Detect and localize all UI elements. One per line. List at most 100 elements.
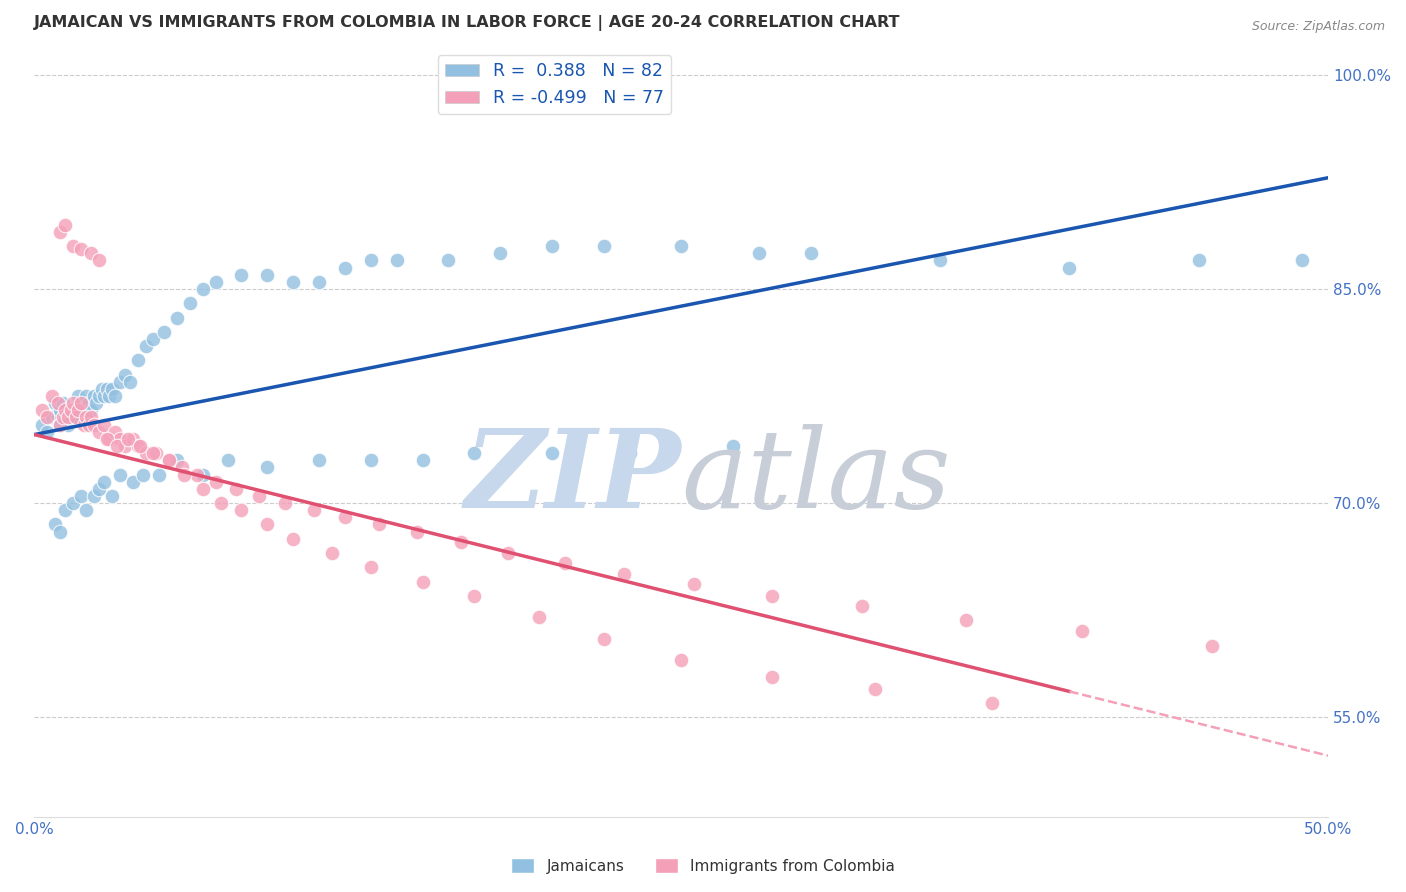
Point (56, 417, 79, 432)
Point (761, 670, 783, 684)
Point (1071, 624, 1094, 639)
Point (249, 489, 271, 503)
Point (302, 503, 325, 517)
Point (179, 296, 201, 310)
Point (225, 482, 247, 496)
Point (412, 453, 434, 467)
Point (683, 577, 706, 591)
Point (83, 389, 105, 403)
Point (72, 417, 94, 432)
Point (231, 503, 253, 517)
Point (80, 403, 103, 417)
Point (166, 453, 188, 467)
Point (121, 432, 143, 446)
Point (204, 275, 226, 289)
Point (62, 396, 84, 410)
Point (31, 403, 53, 417)
Point (49, 417, 72, 432)
Point (70, 242, 93, 256)
Point (46, 410, 69, 425)
Point (120, 375, 142, 389)
Point (114, 439, 136, 453)
Point (800, 246, 823, 260)
Point (77, 396, 100, 410)
Point (541, 239, 564, 253)
Point (98, 389, 121, 403)
Point (62, 239, 84, 253)
Point (496, 546, 519, 560)
Point (463, 589, 485, 603)
Point (1201, 639, 1223, 653)
Point (592, 239, 614, 253)
Point (385, 253, 408, 268)
Point (75, 389, 97, 403)
Point (308, 275, 330, 289)
Point (148, 467, 170, 482)
Point (135, 446, 157, 460)
Point (170, 460, 193, 475)
Point (59, 410, 82, 425)
Point (489, 246, 512, 260)
Point (90, 382, 112, 396)
Point (75, 503, 97, 517)
Point (527, 610, 550, 624)
Point (87, 425, 110, 439)
Point (83, 417, 105, 432)
Point (367, 517, 389, 532)
Point (929, 253, 952, 268)
Point (450, 534, 472, 549)
Point (55, 218, 77, 232)
Point (173, 467, 195, 482)
Point (613, 567, 636, 582)
Point (121, 475, 143, 489)
Point (360, 253, 382, 268)
Point (96, 432, 118, 446)
Point (209, 496, 232, 510)
Legend: Jamaicans, Immigrants from Colombia: Jamaicans, Immigrants from Colombia (505, 852, 901, 880)
Point (56, 410, 79, 425)
Point (87, 253, 110, 268)
Point (761, 589, 783, 603)
Point (93, 417, 115, 432)
Point (96, 382, 118, 396)
Point (70, 396, 93, 410)
Point (274, 496, 297, 510)
Point (671, 653, 693, 667)
Point (72, 403, 94, 417)
Legend: R =  0.388   N = 82, R = -0.499   N = 77: R = 0.388 N = 82, R = -0.499 N = 77 (437, 55, 671, 113)
Point (37, 425, 59, 439)
Point (592, 632, 614, 646)
Point (217, 453, 239, 467)
Point (142, 332, 165, 346)
Point (748, 246, 770, 260)
Point (554, 556, 576, 570)
Point (87, 482, 110, 496)
Point (98, 432, 121, 446)
Point (671, 239, 693, 253)
Point (37, 410, 59, 425)
Point (44, 517, 66, 532)
Text: ZIP: ZIP (464, 425, 682, 532)
Point (55, 410, 77, 425)
Point (142, 446, 165, 460)
Point (67, 389, 90, 403)
Point (93, 475, 115, 489)
Point (101, 489, 124, 503)
Point (851, 599, 873, 613)
Point (87, 389, 110, 403)
Point (108, 375, 131, 389)
Point (1291, 253, 1313, 268)
Point (101, 382, 124, 396)
Point (541, 446, 564, 460)
Point (145, 446, 167, 460)
Point (1188, 253, 1211, 268)
Point (52, 396, 75, 410)
Point (204, 475, 226, 489)
Point (152, 325, 174, 339)
Point (65, 410, 87, 425)
Point (67, 403, 90, 417)
Point (49, 417, 72, 432)
Point (44, 396, 66, 410)
Point (49, 524, 72, 539)
Point (62, 496, 84, 510)
